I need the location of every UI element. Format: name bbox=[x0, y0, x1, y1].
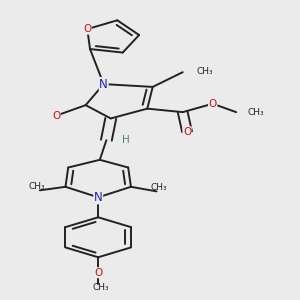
Text: O: O bbox=[52, 111, 60, 121]
Text: CH₃: CH₃ bbox=[93, 283, 109, 292]
Text: CH₃: CH₃ bbox=[247, 108, 264, 117]
Text: N: N bbox=[94, 191, 103, 204]
Text: CH₃: CH₃ bbox=[29, 182, 45, 190]
Text: O: O bbox=[94, 268, 102, 278]
Text: CH₃: CH₃ bbox=[196, 67, 213, 76]
Text: H: H bbox=[122, 135, 129, 145]
Text: O: O bbox=[83, 24, 92, 34]
Text: O: O bbox=[183, 127, 191, 137]
Text: CH₃: CH₃ bbox=[151, 183, 168, 192]
Text: N: N bbox=[99, 78, 108, 91]
Text: O: O bbox=[208, 99, 217, 109]
